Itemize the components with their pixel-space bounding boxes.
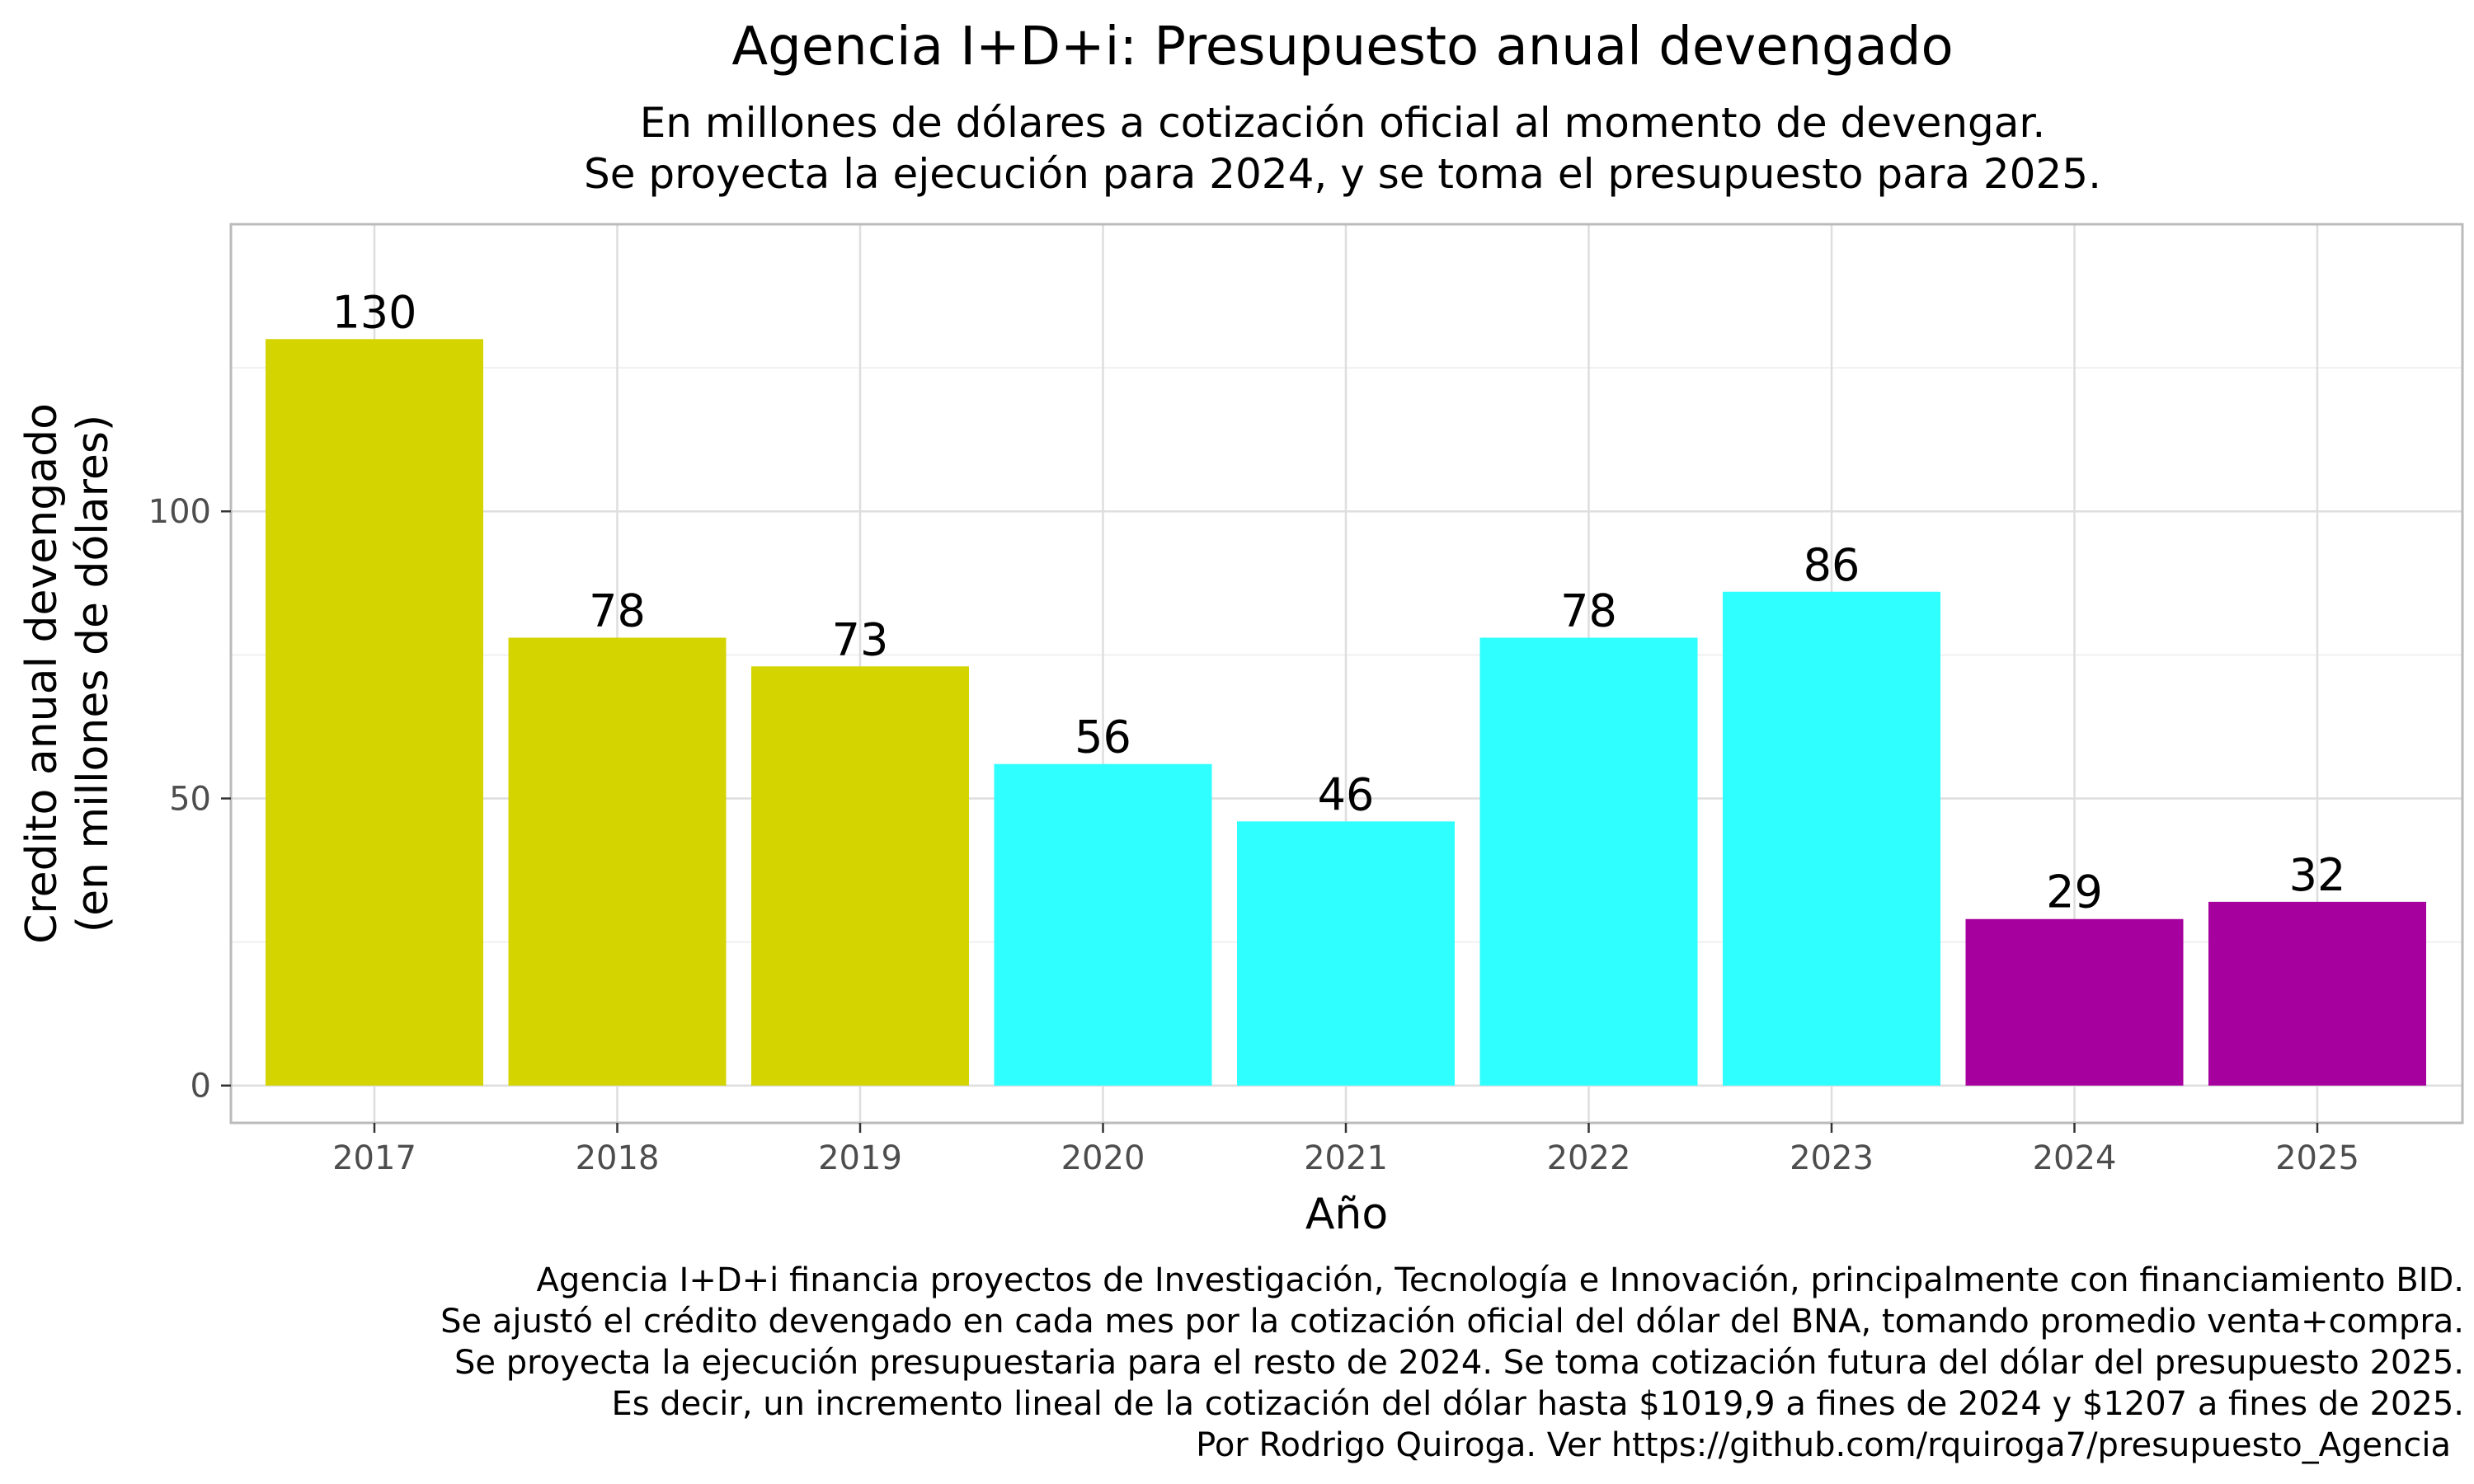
x-tick-label-2017: 2017: [332, 1139, 416, 1177]
data-label-2021: 46: [1318, 768, 1375, 820]
chart-subtitle-line-2: Se proyecta la ejecución para 2024, y se…: [584, 150, 2101, 198]
y-axis-title-line-1: Credito anual devengado: [17, 403, 67, 944]
x-axis-title: Año: [1305, 1190, 1388, 1239]
y-axis-title-line-2: (en millones de dólares): [68, 415, 118, 932]
caption: Agencia I+D+i financia proyectos de Inve…: [440, 1261, 2464, 1464]
bar-2019: [751, 666, 969, 1086]
x-tick-label-2018: 2018: [576, 1139, 660, 1177]
bar-2020: [994, 763, 1212, 1086]
y-axis: 0 50 100: [148, 493, 231, 1106]
data-label-2020: 56: [1075, 711, 1131, 763]
bar-2022: [1479, 637, 1698, 1086]
x-tick-label-2020: 2020: [1061, 1139, 1145, 1177]
x-tick-label-2023: 2023: [1790, 1139, 1874, 1177]
caption-line-4: Es decir, un incremento lineal de la cot…: [611, 1385, 2464, 1423]
y-tick-label-0: 0: [190, 1068, 211, 1106]
x-axis: 2017 2018 2019 2020 2021 2022 2023 2024 2025: [332, 1123, 2359, 1177]
x-tick-label-2024: 2024: [2033, 1139, 2117, 1177]
y-tick-label-1: 50: [169, 780, 211, 818]
x-tick-label-2022: 2022: [1547, 1139, 1631, 1177]
data-label-2023: 86: [1804, 539, 1860, 591]
caption-line-5: Por Rodrigo Quiroga. Ver https://github.…: [1196, 1426, 2451, 1464]
plot-area: 130 78 73 56 46 78 86 29 32: [229, 223, 2464, 1125]
data-label-2025: 32: [2289, 849, 2346, 901]
y-tick-label-2: 100: [148, 493, 211, 531]
bar-2024: [1965, 918, 2184, 1086]
caption-line-2: Se ajustó el crédito devengado en cada m…: [440, 1303, 2464, 1341]
data-label-2022: 78: [1560, 585, 1617, 636]
data-label-2018: 78: [589, 585, 646, 636]
data-labels: 130 78 73 56 46 78 86 29 32: [332, 286, 2345, 918]
y-axis-title: Credito anual devengado (en millones de …: [17, 403, 118, 944]
caption-line-3: Se proyecta la ejecución presupuestaria …: [454, 1344, 2464, 1382]
bar-2023: [1723, 591, 1940, 1086]
chart-title: Agencia I+D+i: Presupuesto anual devenga…: [731, 16, 1953, 77]
caption-line-1: Agencia I+D+i financia proyectos de Inve…: [537, 1261, 2465, 1299]
x-tick-label-2025: 2025: [2275, 1139, 2359, 1177]
x-tick-label-2019: 2019: [818, 1139, 902, 1177]
x-tick-label-2021: 2021: [1304, 1139, 1388, 1177]
data-label-2017: 130: [332, 286, 416, 338]
data-label-2024: 29: [2046, 866, 2103, 918]
bar-2021: [1237, 821, 1455, 1086]
bar-2025: [2208, 901, 2426, 1086]
bar-2017: [266, 339, 483, 1086]
data-label-2019: 73: [832, 613, 889, 665]
chart-subtitle-line-1: En millones de dólares a cotización ofic…: [640, 99, 2046, 147]
bar-2018: [508, 637, 727, 1086]
bars: [266, 339, 2426, 1086]
